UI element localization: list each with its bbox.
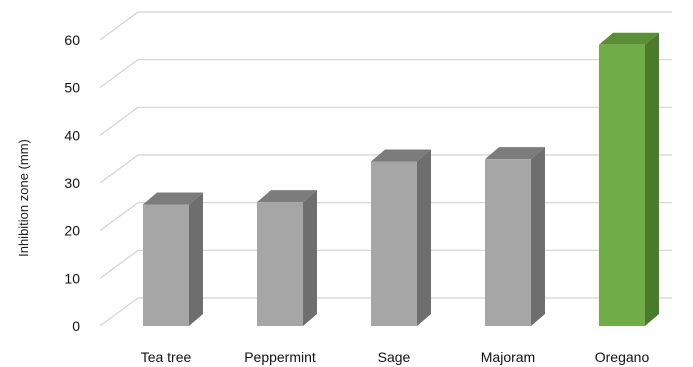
bar-side	[303, 190, 317, 326]
bar-majoram	[485, 147, 545, 326]
y-tick-label: 40	[64, 127, 80, 143]
bar-front	[599, 44, 645, 327]
x-category-label: Tea tree	[141, 349, 192, 365]
x-category-label: Sage	[378, 349, 411, 365]
bar-top	[485, 147, 545, 160]
bar-front	[143, 204, 189, 326]
y-tick-label: 30	[64, 175, 80, 191]
bar-oregano	[599, 32, 659, 327]
bar-side	[645, 32, 659, 327]
gridlines	[99, 11, 672, 327]
bar-top	[599, 32, 659, 45]
bar-front	[257, 202, 303, 326]
bar-top	[371, 149, 431, 162]
bar-side	[417, 149, 431, 326]
y-tick-label: 50	[64, 80, 80, 96]
bar-top	[143, 192, 203, 205]
y-tick-label: 20	[64, 223, 80, 239]
bar-top	[257, 190, 317, 203]
gridline	[99, 59, 672, 89]
bar-peppermint	[257, 190, 317, 326]
y-axis-title: Inhibition zone (mm)	[16, 139, 31, 257]
bar-front	[485, 159, 531, 326]
gridline	[99, 11, 672, 41]
y-axis-ticks: 0 10 20 30 40 50 60	[64, 32, 80, 334]
y-tick-label: 0	[72, 318, 80, 334]
x-category-label: Oregano	[595, 349, 650, 365]
x-category-label: Majoram	[481, 349, 535, 365]
x-axis-labels: Tea tree Peppermint Sage Majoram Oregano	[141, 349, 650, 365]
bar-front	[371, 161, 417, 326]
bar-sage	[371, 149, 431, 326]
y-tick-label: 10	[64, 270, 80, 286]
y-tick-label: 60	[64, 32, 80, 48]
x-category-label: Peppermint	[244, 349, 316, 365]
gridline	[99, 106, 672, 136]
bars	[143, 32, 659, 327]
bar-side	[531, 147, 545, 326]
bar-tea-tree	[143, 192, 203, 326]
bar-side	[189, 192, 203, 326]
